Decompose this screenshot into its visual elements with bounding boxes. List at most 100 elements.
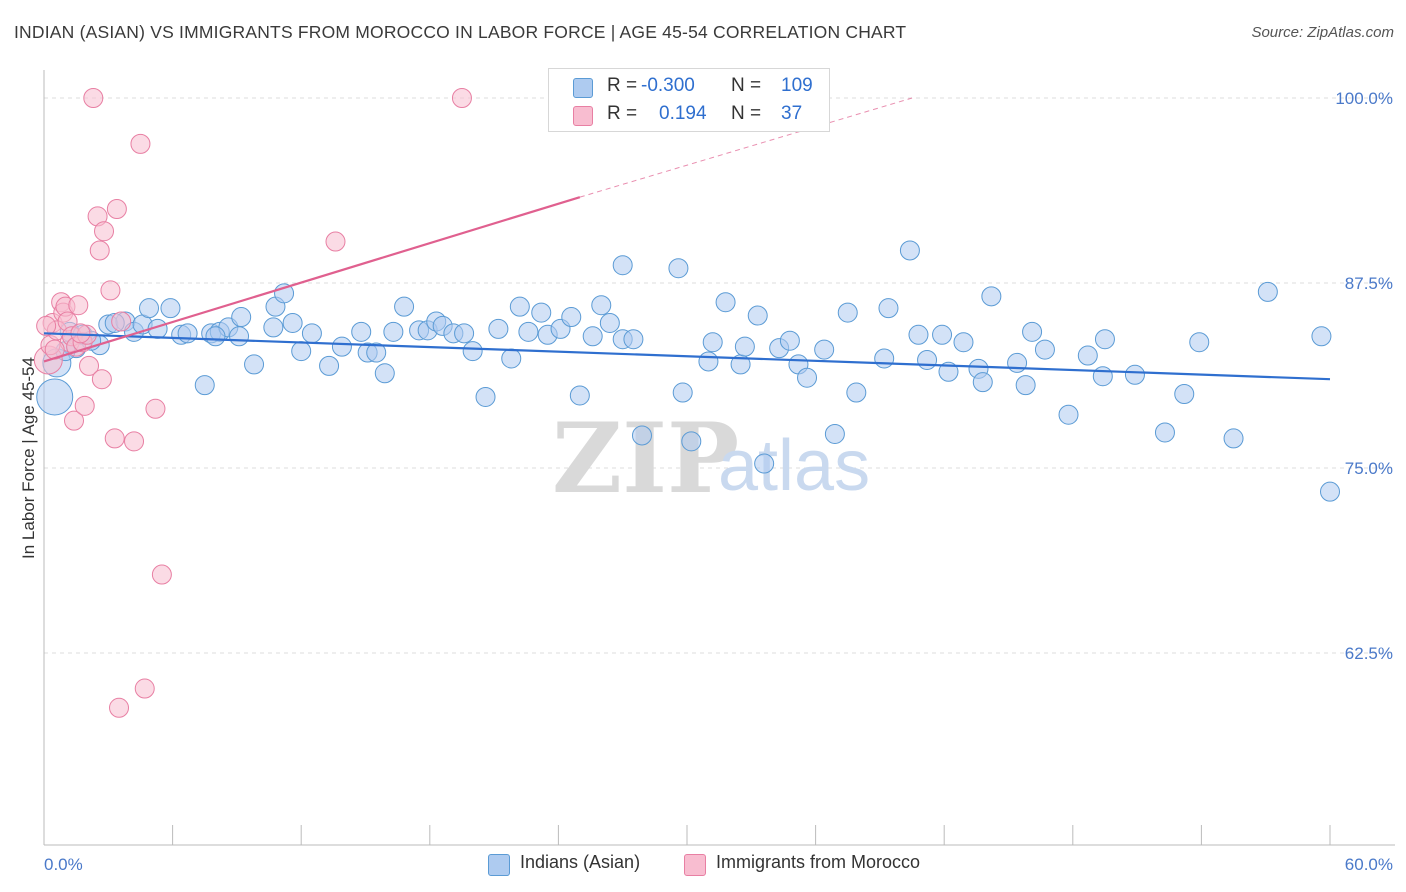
point-morocco bbox=[134, 678, 155, 699]
watermark-atlas: atlas bbox=[718, 426, 870, 506]
point-indians bbox=[331, 336, 352, 357]
point-indians bbox=[229, 326, 250, 347]
point-indians bbox=[1015, 375, 1036, 396]
point-indians bbox=[1007, 352, 1028, 373]
legend-r-label: R = bbox=[607, 75, 638, 96]
point-indians bbox=[681, 431, 702, 452]
point-indians bbox=[747, 305, 768, 326]
point-indians bbox=[1311, 326, 1332, 347]
legend-n-label: N = bbox=[731, 103, 762, 124]
watermark-zip: ZIP bbox=[552, 402, 739, 515]
point-indians bbox=[1124, 364, 1145, 385]
y-tick-label: 62.5% bbox=[1345, 644, 1393, 663]
point-morocco bbox=[124, 431, 145, 452]
point-indians bbox=[139, 298, 160, 319]
point-indians bbox=[846, 382, 867, 403]
point-morocco bbox=[451, 88, 472, 108]
correlation-legend: R = -0.300 N = 109 R = 0.194 N = 37 bbox=[548, 68, 830, 132]
axes bbox=[43, 70, 1395, 846]
point-indians bbox=[1154, 422, 1175, 443]
point-indians bbox=[231, 307, 252, 328]
point-indians bbox=[351, 321, 372, 342]
point-indians bbox=[938, 361, 959, 382]
chart-title: INDIAN (ASIAN) VS IMMIGRANTS FROM MOROCC… bbox=[14, 22, 907, 42]
point-indians bbox=[612, 255, 633, 276]
point-indians bbox=[672, 382, 693, 403]
y-tick-label: 87.5% bbox=[1345, 274, 1393, 293]
point-indians bbox=[160, 298, 181, 319]
point-morocco bbox=[91, 369, 112, 390]
point-indians bbox=[394, 296, 415, 317]
point-indians bbox=[591, 295, 612, 316]
x-tick-label-max: 60.0% bbox=[1345, 855, 1393, 874]
point-indians bbox=[932, 324, 953, 345]
point-indians bbox=[454, 323, 475, 344]
point-indians bbox=[972, 372, 993, 393]
bottom-legend-swatch-blue bbox=[488, 854, 510, 876]
point-indians bbox=[917, 349, 938, 370]
point-indians bbox=[878, 298, 899, 319]
legend-n-value: 109 bbox=[781, 75, 813, 96]
point-morocco bbox=[325, 231, 346, 252]
legend-n-value: 37 bbox=[781, 103, 803, 124]
point-indians bbox=[383, 321, 404, 342]
point-indians bbox=[623, 329, 644, 350]
point-indians bbox=[1077, 345, 1098, 366]
point-indians bbox=[1189, 332, 1210, 353]
point-indians bbox=[1223, 428, 1244, 449]
point-indians bbox=[874, 348, 895, 369]
point-indians bbox=[1022, 321, 1043, 342]
point-indians bbox=[1092, 366, 1113, 387]
point-indians bbox=[715, 292, 736, 313]
point-indians bbox=[177, 323, 198, 344]
point-indians bbox=[1058, 404, 1079, 425]
point-morocco bbox=[145, 398, 166, 419]
point-indians bbox=[509, 296, 530, 317]
point-morocco bbox=[111, 311, 132, 332]
point-indians bbox=[824, 423, 845, 444]
point-indians bbox=[698, 351, 719, 372]
y-tick-label: 100.0% bbox=[1335, 89, 1393, 108]
point-morocco bbox=[94, 221, 115, 242]
point-indians bbox=[734, 336, 755, 357]
point-morocco bbox=[151, 564, 172, 585]
point-indians bbox=[319, 355, 340, 376]
point-indians bbox=[1094, 329, 1115, 350]
point-indians bbox=[779, 330, 800, 351]
point-indians bbox=[953, 332, 974, 353]
point-morocco bbox=[83, 88, 104, 108]
point-indians bbox=[291, 341, 312, 362]
x-tick-label-min: 0.0% bbox=[44, 855, 83, 874]
point-indians bbox=[263, 317, 284, 338]
point-indians bbox=[475, 386, 496, 407]
point-morocco bbox=[106, 199, 127, 219]
point-morocco bbox=[79, 355, 100, 376]
point-indians bbox=[374, 363, 395, 384]
series-morocco-points bbox=[33, 88, 472, 718]
legend-r-value: 0.194 bbox=[659, 103, 707, 124]
trend-line-morocco-extension bbox=[579, 97, 913, 198]
point-indians bbox=[631, 425, 652, 446]
legend-n-label: N = bbox=[731, 75, 762, 96]
legend-swatch-blue bbox=[573, 78, 593, 98]
point-indians bbox=[754, 453, 775, 474]
point-morocco bbox=[104, 428, 125, 449]
point-indians bbox=[488, 318, 509, 339]
point-morocco bbox=[36, 315, 57, 336]
point-morocco bbox=[100, 280, 121, 301]
point-indians bbox=[366, 342, 387, 363]
point-morocco bbox=[68, 295, 89, 316]
point-indians bbox=[531, 302, 552, 323]
point-indians bbox=[561, 307, 582, 328]
point-morocco bbox=[109, 697, 130, 718]
legend-r-label: R = bbox=[607, 103, 638, 124]
trend-lines bbox=[43, 97, 1331, 381]
point-morocco bbox=[130, 133, 151, 154]
point-indians bbox=[702, 332, 723, 353]
point-indians bbox=[582, 326, 603, 347]
y-tick-label: 75.0% bbox=[1345, 459, 1393, 478]
point-indians bbox=[518, 321, 539, 342]
grid bbox=[44, 97, 1395, 654]
point-indians bbox=[282, 312, 303, 333]
point-indians bbox=[1174, 384, 1195, 404]
